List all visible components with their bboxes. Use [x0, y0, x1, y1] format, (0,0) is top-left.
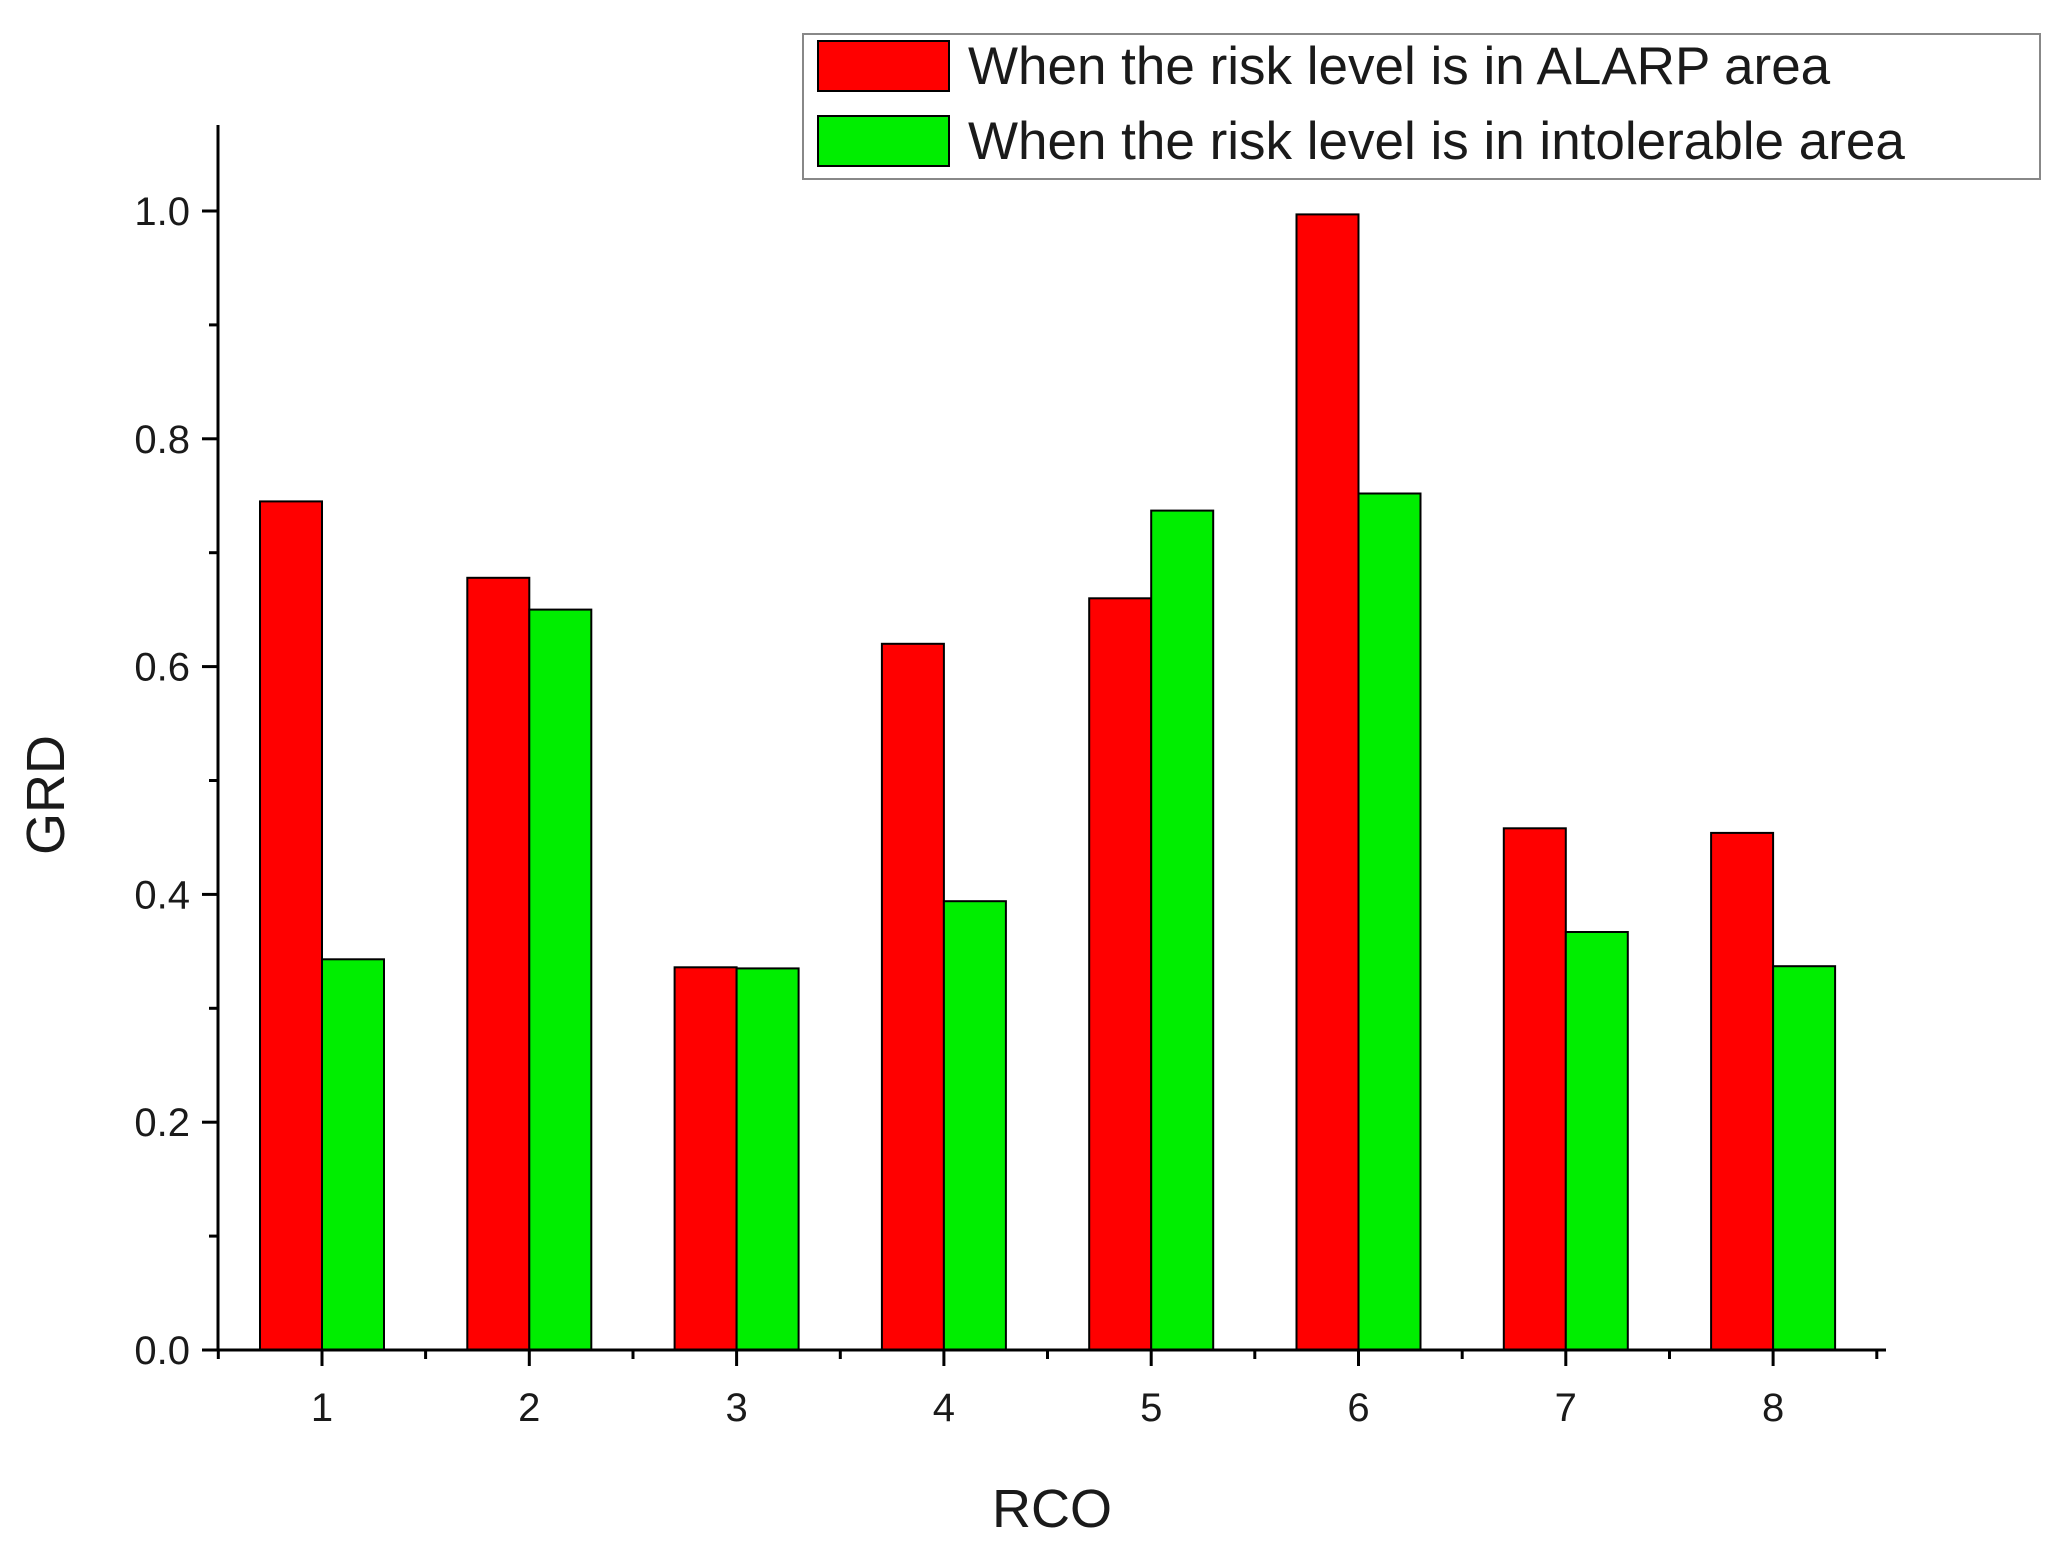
bar-alarp-rco-2	[466, 576, 531, 1351]
x-tick-label-4: 4	[933, 1386, 955, 1430]
y-tick-label-0: 0.0	[134, 1329, 190, 1373]
bar-alarp-rco-7	[1502, 827, 1567, 1351]
bar-intolerable-rco-7	[1564, 931, 1629, 1351]
bars-layer	[259, 213, 1837, 1352]
x-tick-label-3: 3	[725, 1386, 747, 1430]
y-tick-label-4: 0.8	[134, 418, 190, 462]
x-tick-label-8: 8	[1762, 1386, 1784, 1430]
bar-intolerable-rco-6	[1357, 492, 1422, 1351]
legend-label-alarp: When the risk level is in ALARP area	[968, 37, 1831, 96]
bar-intolerable-rco-8	[1772, 965, 1837, 1351]
bar-intolerable-rco-4	[942, 900, 1007, 1351]
legend-label-intolerable: When the risk level is in intolerable ar…	[968, 112, 1905, 171]
y-tick-label-1: 0.2	[134, 1101, 190, 1145]
legend-box	[802, 33, 2041, 180]
legend-swatch-intolerable	[817, 115, 950, 167]
x-axis-title: RCO	[992, 1479, 1112, 1539]
x-tick-label-1: 1	[311, 1386, 333, 1430]
axes-layer	[216, 125, 1886, 1352]
bar-intolerable-rco-2	[528, 608, 593, 1351]
legend: When the risk level is in ALARP area Whe…	[802, 33, 2041, 180]
y-tick-label-2: 0.4	[134, 873, 190, 917]
bar-alarp-rco-1	[259, 500, 323, 1351]
x-ticks: 1 2 3 4 5 6 7 8	[216, 1350, 1879, 1430]
bar-intolerable-rco-5	[1150, 509, 1215, 1352]
bar-alarp-rco-4	[880, 642, 945, 1351]
bar-alarp-rco-3	[673, 966, 738, 1351]
y-axis-title: GRD	[16, 735, 76, 855]
bar-alarp-rco-6	[1295, 213, 1360, 1351]
bar-intolerable-rco-1	[321, 958, 385, 1351]
x-tick-label-5: 5	[1140, 1386, 1162, 1430]
legend-swatch-alarp	[817, 40, 950, 92]
y-ticks: 0.0 0.2 0.4 0.6 0.8 1.0	[134, 190, 218, 1373]
x-tick-label-7: 7	[1555, 1386, 1577, 1430]
x-tick-label-6: 6	[1347, 1386, 1369, 1430]
y-tick-label-5: 1.0	[134, 190, 190, 234]
y-tick-label-3: 0.6	[134, 646, 190, 690]
x-tick-label-2: 2	[518, 1386, 540, 1430]
bar-intolerable-rco-3	[735, 967, 800, 1352]
bar-alarp-rco-5	[1088, 597, 1153, 1351]
bar-alarp-rco-8	[1710, 831, 1775, 1351]
